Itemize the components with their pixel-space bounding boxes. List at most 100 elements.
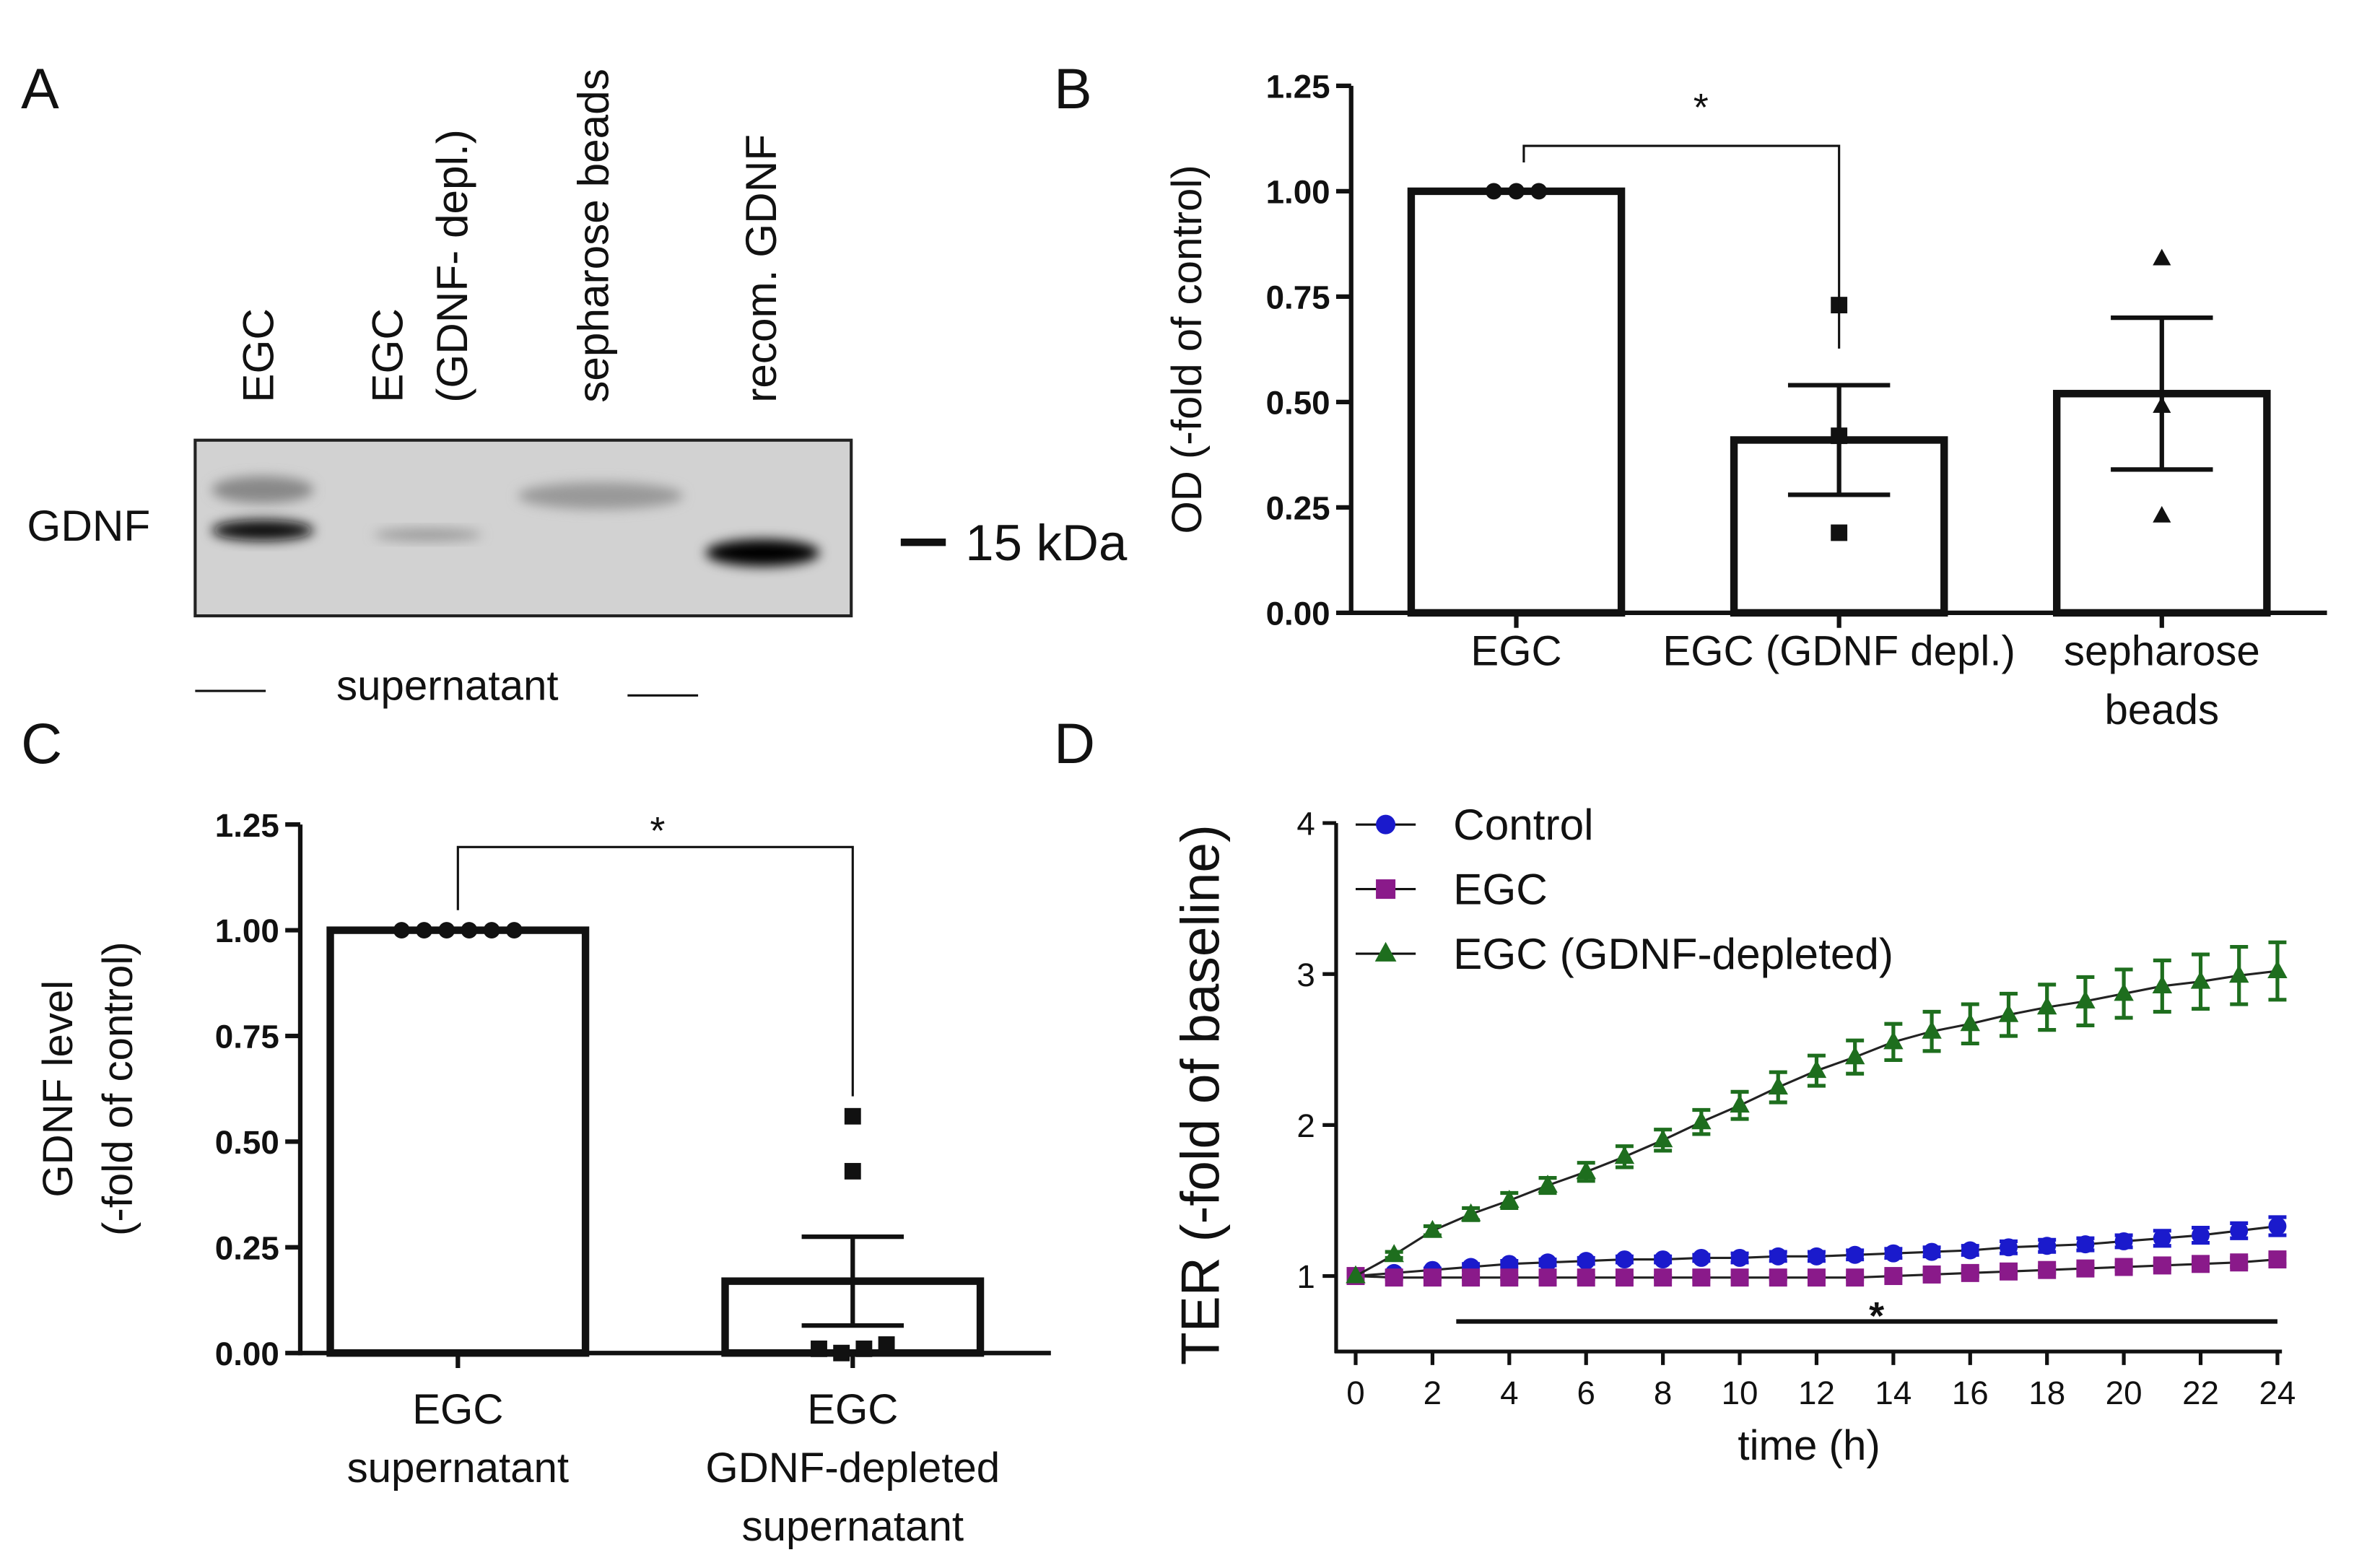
- marker: [1769, 1247, 1787, 1266]
- marker: [483, 922, 500, 939]
- marker: [1538, 1175, 1558, 1193]
- marker: [1768, 1076, 1788, 1095]
- x-tick-label: 10: [1722, 1375, 1758, 1411]
- marker: [1422, 1219, 1443, 1238]
- x-tick-label: EGC (GDNF depl.): [1662, 628, 2015, 675]
- marker: [505, 922, 523, 939]
- marker: [1460, 1203, 1481, 1221]
- marker: [1730, 1268, 1749, 1287]
- marker: [1376, 814, 1396, 835]
- marker: [1615, 1250, 1634, 1269]
- y-tick-label: 0.25: [215, 1229, 279, 1266]
- marker: [1384, 1244, 1404, 1263]
- x-tick-label: 24: [2259, 1375, 2296, 1411]
- marker: [461, 922, 478, 939]
- marker: [1499, 1189, 1520, 1208]
- lane-label: EGC: [362, 308, 411, 403]
- y-tick-label: 0.50: [1266, 385, 1330, 422]
- marker: [1577, 1268, 1595, 1287]
- panel-letter: D: [1054, 711, 1095, 775]
- y-tick-label: 1.00: [215, 913, 279, 949]
- marker: [1961, 1263, 1979, 1282]
- marker: [1922, 1265, 1941, 1284]
- significance-label: *: [1869, 1294, 1884, 1338]
- marker: [2038, 1260, 2057, 1279]
- y-tick-label: 1: [1296, 1258, 1315, 1295]
- marker: [2192, 1226, 2210, 1245]
- marker: [2076, 1259, 2095, 1278]
- marker: [393, 922, 410, 939]
- lane-label: recom. GDNF: [736, 134, 785, 403]
- marker: [1806, 1060, 1827, 1079]
- x-tick-label: supernatant: [742, 1503, 964, 1550]
- marker: [1652, 1129, 1673, 1148]
- marker: [1960, 1013, 1981, 1032]
- marker: [1374, 941, 1397, 962]
- significance-bracket: [1522, 144, 1841, 349]
- marker: [1385, 1268, 1403, 1287]
- lane-label: sepharose beads: [568, 69, 617, 403]
- significance-label: *: [650, 809, 665, 853]
- marker: [1692, 1248, 1711, 1267]
- y-axis-label: GDNF level: [35, 980, 82, 1198]
- marker: [1846, 1245, 1865, 1264]
- x-tick-label: supernatant: [347, 1445, 570, 1491]
- marker: [1654, 1268, 1673, 1287]
- marker: [2153, 505, 2171, 523]
- x-tick-label: 4: [1500, 1375, 1518, 1411]
- marker: [2229, 964, 2249, 983]
- y-tick-label: 4: [1296, 806, 1315, 842]
- marker: [2153, 248, 2171, 266]
- marker: [1423, 1268, 1442, 1287]
- x-tick-label: GDNF-depleted: [705, 1445, 1000, 1491]
- marker: [2152, 975, 2173, 993]
- size-marker-label: 15 kDa: [965, 514, 1128, 571]
- y-tick-label: 3: [1296, 957, 1315, 993]
- panel-letter: C: [21, 711, 62, 775]
- marker: [1922, 1242, 1941, 1261]
- marker: [1831, 427, 1848, 445]
- marker: [2000, 1238, 2018, 1257]
- x-tick-label: sepharose: [2064, 628, 2260, 675]
- blot-image: [193, 438, 853, 618]
- y-tick-label: 1.25: [215, 807, 279, 844]
- panel-letter: A: [21, 56, 59, 121]
- marker: [1614, 1146, 1635, 1164]
- lane-label: (GDNF- depl.): [427, 129, 476, 403]
- x-tick-label: 0: [1346, 1375, 1364, 1411]
- marker: [1846, 1268, 1865, 1287]
- marker: [2268, 1217, 2287, 1236]
- marker: [1883, 1031, 1904, 1050]
- marker: [1346, 1265, 1366, 1284]
- marker: [2036, 996, 2057, 1015]
- bar: [1407, 187, 1626, 617]
- marker: [1462, 1268, 1481, 1287]
- marker: [2114, 1232, 2133, 1250]
- x-tick-label: 6: [1577, 1375, 1595, 1411]
- marker: [2038, 1237, 2057, 1255]
- marker: [416, 922, 432, 939]
- marker: [1654, 1250, 1673, 1269]
- marker: [844, 1162, 861, 1180]
- marker: [1576, 1161, 1596, 1180]
- marker: [1538, 1268, 1557, 1287]
- x-tick-label: EGC: [807, 1386, 898, 1433]
- marker: [2267, 960, 2288, 979]
- marker: [1730, 1094, 1750, 1113]
- x-tick-label: 12: [1798, 1375, 1835, 1411]
- marker: [2153, 396, 2171, 413]
- legend-label: EGC: [1453, 864, 1548, 913]
- marker: [1376, 879, 1396, 900]
- marker: [1884, 1267, 1903, 1286]
- marker: [1884, 1244, 1903, 1263]
- marker: [844, 1107, 861, 1125]
- marker: [1538, 1253, 1557, 1272]
- marker: [1844, 1046, 1865, 1065]
- marker: [2230, 1253, 2249, 1272]
- y-tick-label: 0.00: [1266, 596, 1330, 632]
- significance-bracket: [456, 845, 854, 1097]
- panel-letter: B: [1054, 56, 1092, 121]
- marker: [2076, 1235, 2095, 1254]
- marker: [1730, 1248, 1749, 1267]
